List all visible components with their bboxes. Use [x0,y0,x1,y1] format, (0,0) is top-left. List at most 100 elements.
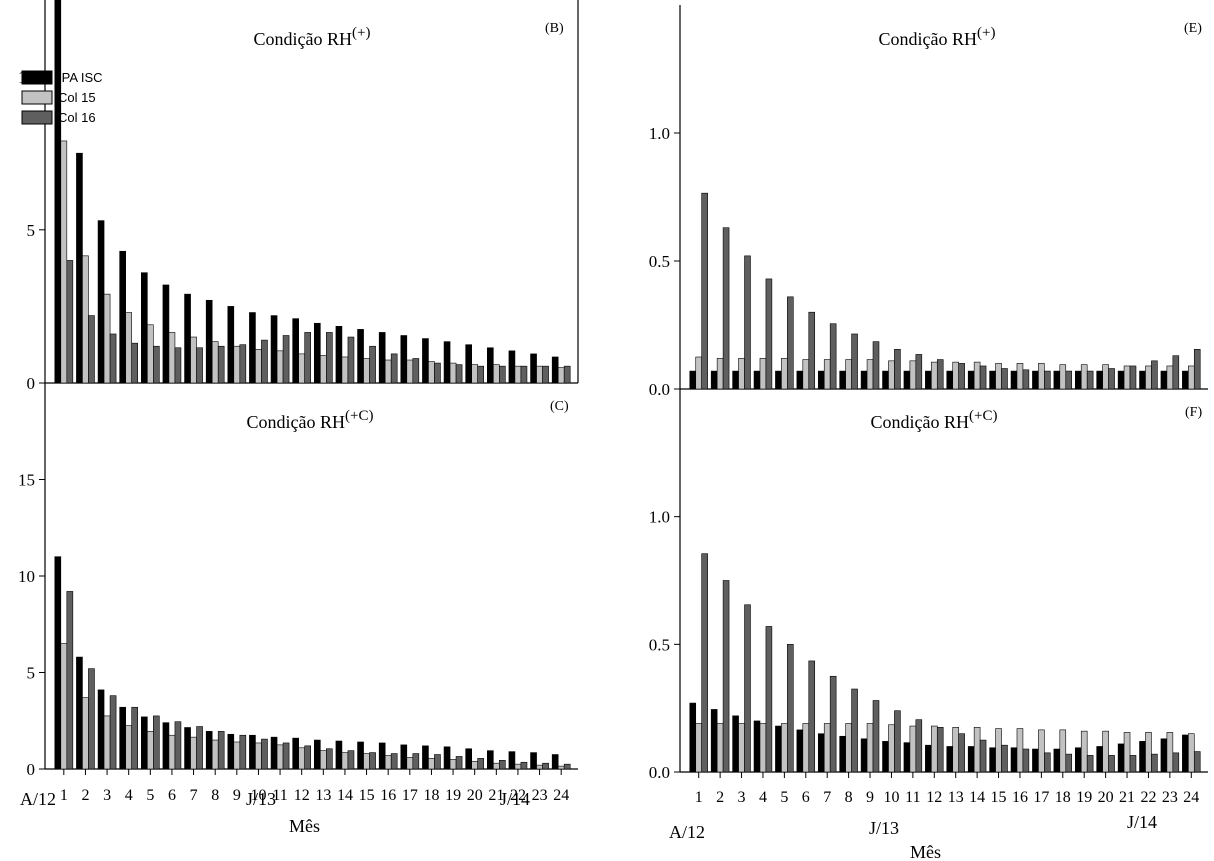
bar-col-16-5 [787,296,794,390]
bar-ipa-isc-17 [400,744,408,770]
panel-b: 0510Condição RH(+)(B) [18,0,579,393]
bar-ipa-isc-14 [335,740,343,770]
x-tick-label: 1 [60,787,68,804]
bar-col-15-19 [449,362,457,384]
x-axis-title-left: Mês [289,816,320,836]
x-tick-label: 1 [695,789,703,806]
bar-col-15-4 [125,312,132,384]
x-tick-label: 13 [315,787,331,804]
bar-ipa-isc-17 [1032,748,1039,773]
bar-col-15-12 [298,747,305,770]
bar-ipa-isc-7 [184,727,191,770]
bar-ipa-isc-14 [967,746,975,773]
bar-col-15-17 [406,359,414,384]
bar-col-15-17 [1038,363,1045,390]
bar-col-16-4 [765,626,773,773]
bar-col-16-2 [722,580,730,773]
period-label-j14-right: J/14 [1127,812,1157,832]
x-tick-label: 2 [81,787,89,804]
bar-ipa-isc-2 [76,656,83,770]
bar-ipa-isc-10 [249,312,256,384]
bar-col-16-7 [829,323,837,390]
bar-col-16-16 [1022,748,1030,773]
bar-col-16-23 [542,762,549,770]
bar-ipa-isc-15 [357,741,364,770]
bar-col-16-16 [390,353,398,384]
bar-col-15-22 [1145,365,1152,390]
x-tick-label: 10 [250,787,266,804]
x-tick-label: 4 [125,787,133,804]
bar-col-16-18 [434,754,441,770]
bar-ipa-isc-13 [313,739,321,770]
bar-col-16-5 [153,345,160,384]
bar-col-15-2 [82,255,89,384]
bar-col-15-14 [973,361,981,390]
bar-ipa-isc-6 [796,370,804,390]
panel-label: (B) [545,21,564,36]
y-tick-label: 5 [27,664,36,683]
bar-col-16-15 [369,345,376,384]
bar-col-16-17 [1044,370,1051,390]
bar-col-15-10 [255,348,262,384]
bar-col-16-1 [701,192,708,390]
bar-col-16-5 [787,644,794,773]
bar-col-15-11 [909,360,917,390]
bar-col-15-9 [233,741,241,770]
bar-col-16-6 [808,660,816,773]
bar-col-16-10 [894,349,901,390]
bar-col-15-14 [973,727,981,773]
bar-ipa-isc-16 [1010,370,1018,390]
bar-col-16-3 [744,604,751,773]
bar-col-15-11 [276,744,284,770]
bar-ipa-isc-19 [443,746,451,770]
bar-ipa-isc-21 [1117,743,1125,773]
bar-ipa-isc-3 [732,370,739,390]
bar-col-15-17 [1038,729,1045,773]
bar-ipa-isc-21 [486,750,494,770]
bar-col-16-11 [915,719,923,773]
bar-ipa-isc-1 [689,702,697,773]
y-tick-label: 15 [18,471,35,490]
bar-col-16-7 [829,675,837,773]
x-tick-label: 6 [168,787,176,804]
bar-ipa-isc-6 [796,729,804,773]
bar-ipa-isc-20 [465,344,472,384]
bar-col-15-7 [190,336,197,384]
bar-col-16-15 [1001,368,1008,390]
legend-swatch-col15 [21,90,53,105]
legend-swatch-ipa-isc [21,70,53,85]
bar-col-16-16 [390,753,398,770]
bar-ipa-isc-15 [989,370,996,390]
bar-col-15-7 [190,736,197,770]
bar-col-16-21 [499,760,506,770]
y-tick-label: 0.0 [649,380,670,399]
bar-col-15-23 [536,764,543,770]
bar-col-16-3 [109,333,117,384]
bar-ipa-isc-23 [530,353,537,384]
x-tick-label: 10 [883,789,899,806]
bar-ipa-isc-6 [162,284,170,384]
panel-title: Condição RH(+) [254,25,371,49]
x-tick-label: 3 [103,787,111,804]
bar-col-15-15 [995,728,1002,773]
bar-col-15-3 [103,715,111,770]
x-tick-label: 9 [866,789,874,806]
bar-col-16-9 [239,734,247,770]
bar-col-15-13 [320,750,327,770]
x-tick-label: 8 [845,789,853,806]
bar-col-16-3 [744,255,751,390]
bar-col-15-18 [1059,364,1067,390]
bar-col-16-13 [958,363,965,390]
bar-ipa-isc-9 [227,733,235,770]
bar-ipa-isc-7 [817,370,825,390]
bar-col-16-5 [153,715,160,770]
bar-col-15-14 [341,752,349,770]
bar-col-16-14 [347,336,355,384]
bar-col-16-1 [66,591,74,770]
bar-col-16-4 [131,706,139,770]
x-tick-label: 19 [1076,789,1092,806]
bar-col-15-21 [1123,365,1131,390]
bar-col-15-22 [514,365,522,384]
y-tick-label: 0.5 [649,635,670,654]
bar-ipa-isc-24 [1182,370,1189,390]
